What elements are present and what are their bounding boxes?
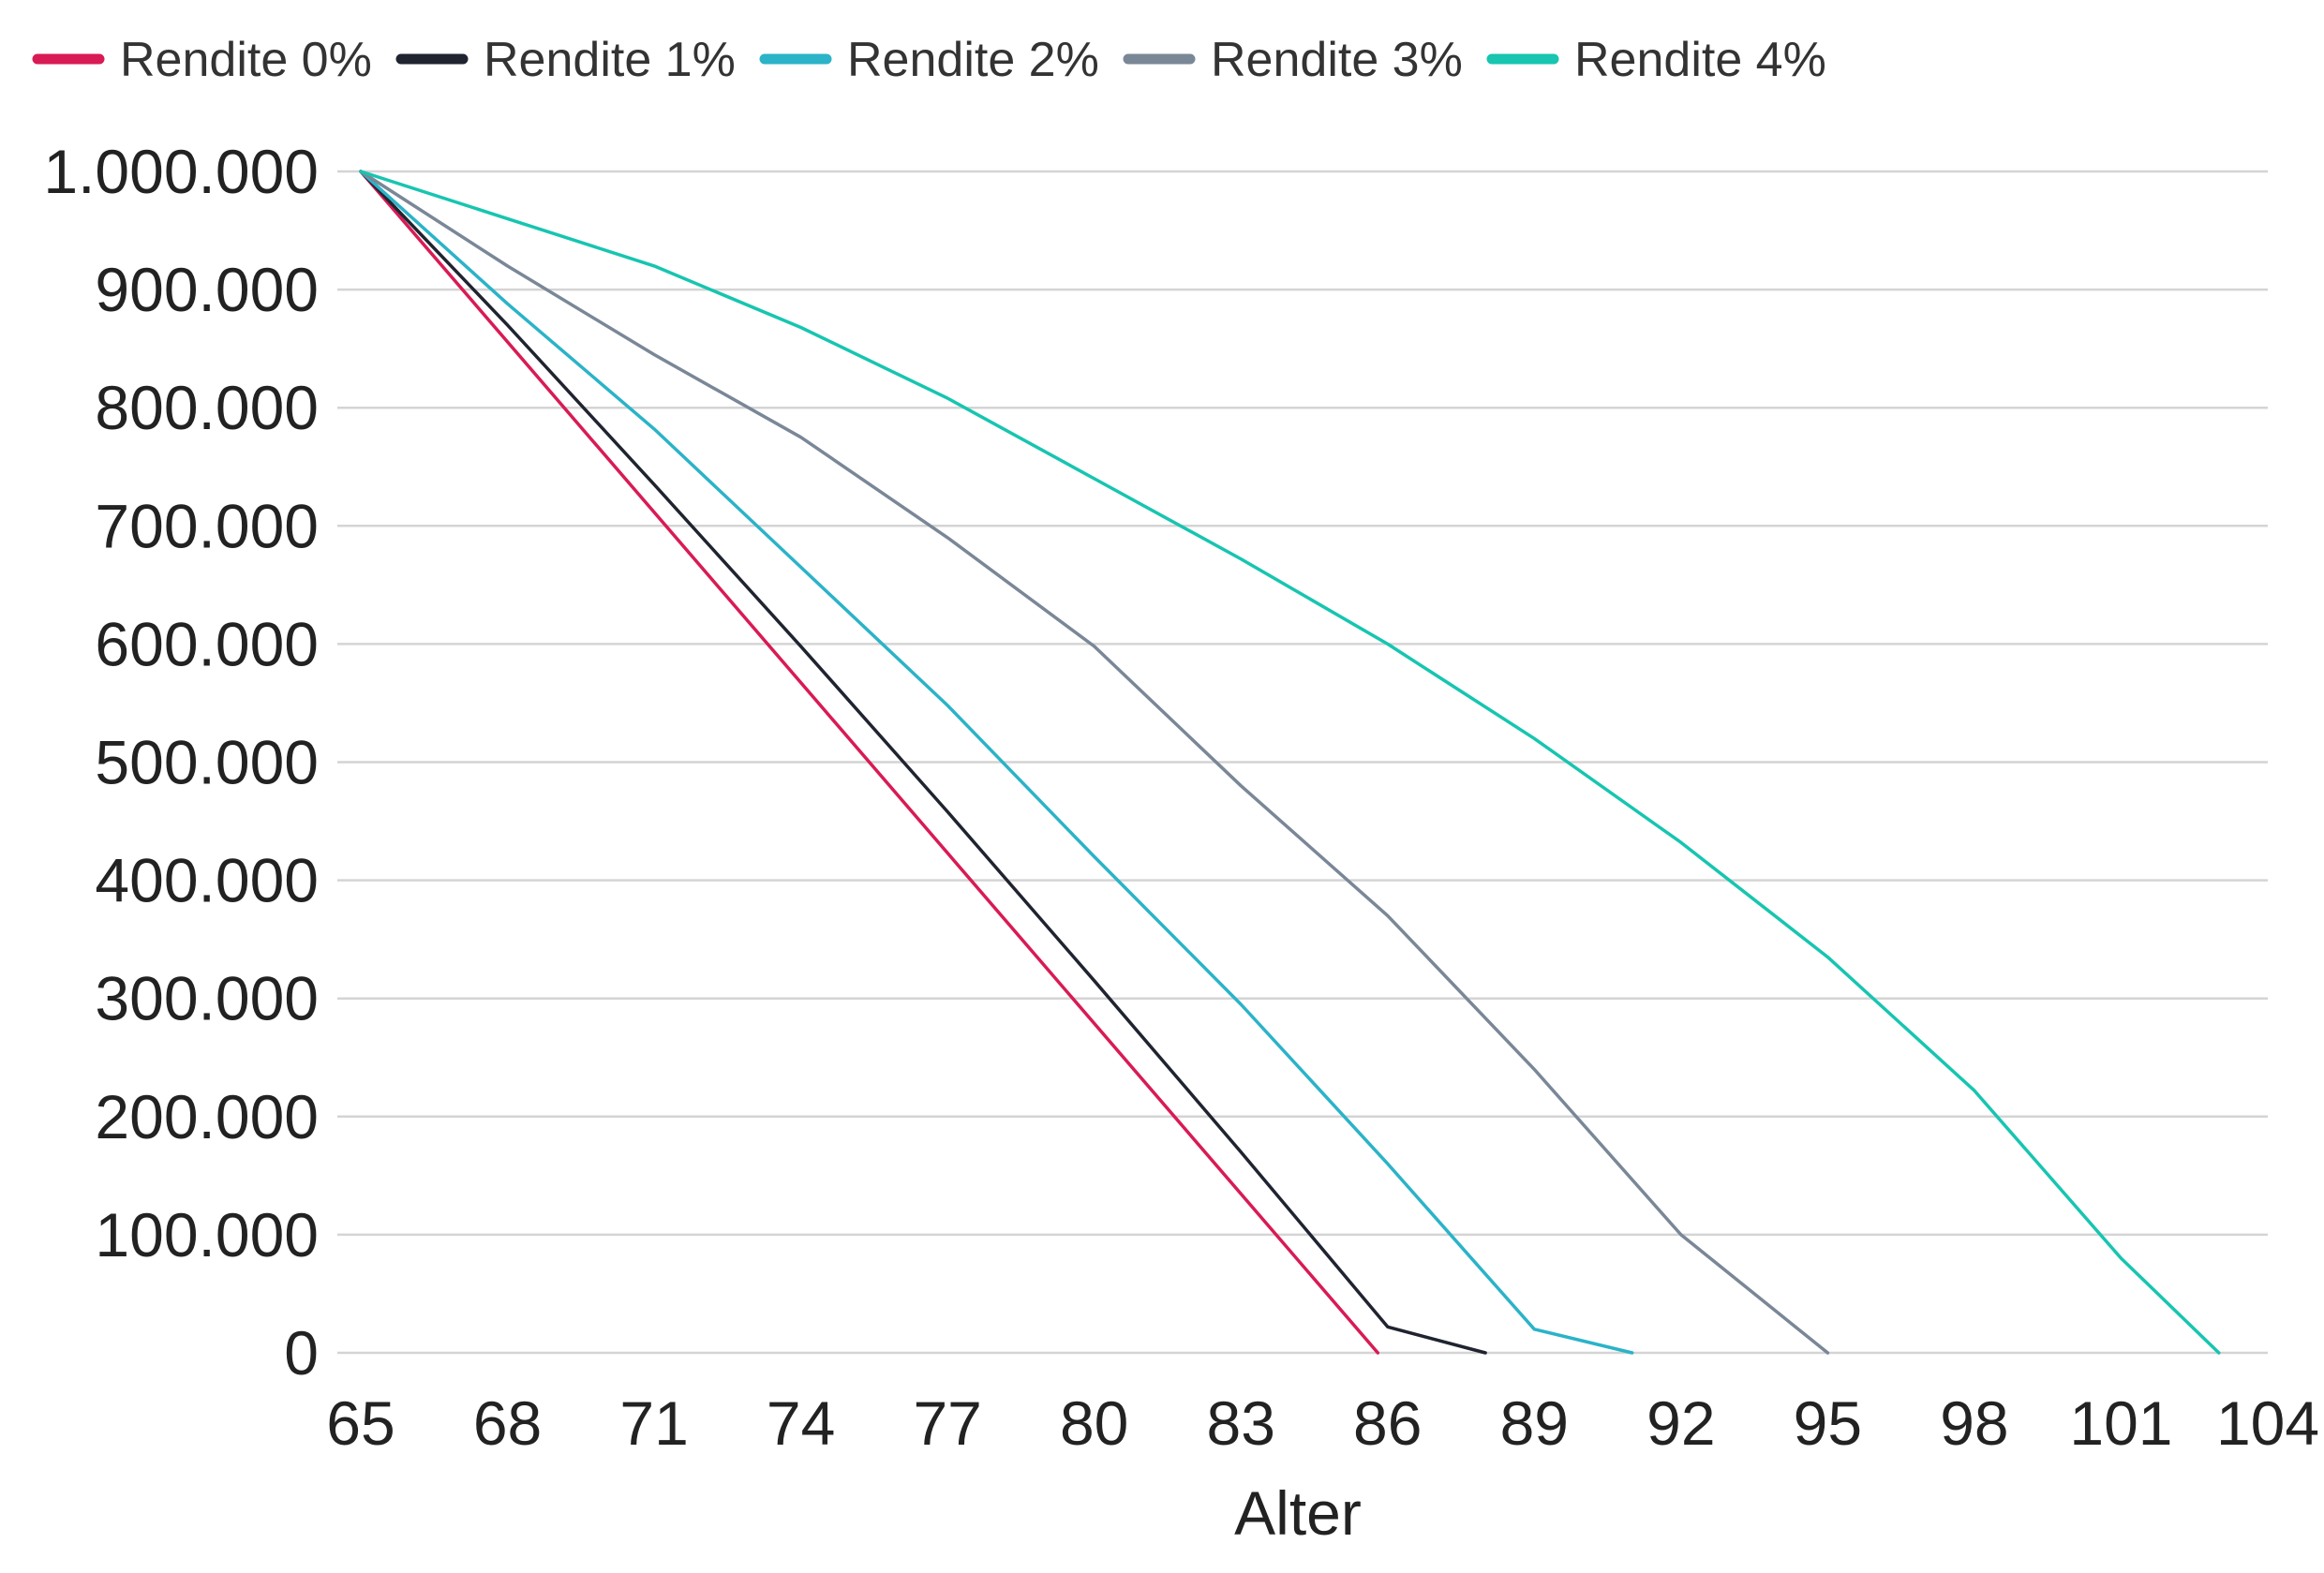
x-tick-label: 98: [1940, 1388, 2008, 1458]
y-tick-label: 100.000: [95, 1200, 319, 1269]
x-axis-title: Alter: [1234, 1478, 1362, 1548]
x-tick-label: 68: [473, 1388, 542, 1458]
y-tick-label: 700.000: [95, 491, 319, 560]
y-tick-label: 500.000: [95, 728, 319, 797]
legend: Rendite 0% Rendite 1% Rendite 2% Rendite 3%…: [32, 33, 1826, 87]
y-tick-label: 600.000: [95, 609, 319, 678]
x-tick-label: 77: [913, 1388, 981, 1458]
y-tick-label: 300.000: [95, 964, 319, 1033]
series-line-2: [359, 170, 1634, 1355]
legend-label: Rendite 4%: [1574, 33, 1826, 87]
x-tick-label: 83: [1207, 1388, 1275, 1458]
y-tick-label: 400.000: [95, 846, 319, 915]
axis-layer: 0 100.000 200.000 300.000 400.000 500.000 600.…: [43, 137, 2319, 1458]
y-tick-label: 0: [284, 1318, 319, 1388]
x-tick-label: 74: [767, 1388, 835, 1458]
x-tick-label: 86: [1353, 1388, 1422, 1458]
x-tick-label: 95: [1794, 1388, 1862, 1458]
x-tick-label: 65: [326, 1388, 395, 1458]
legend-label: Rendite 1%: [484, 33, 736, 87]
series-layer: [359, 170, 2221, 1355]
legend-label: Rendite 0%: [120, 33, 372, 87]
y-tick-label: 800.000: [95, 373, 319, 442]
x-tick-label: 80: [1060, 1388, 1128, 1458]
x-tick-label: 104: [2216, 1388, 2319, 1458]
series-line-3: [359, 170, 1830, 1355]
y-tick-label: 900.000: [95, 255, 319, 324]
legend-label: Rendite 3%: [1211, 33, 1463, 87]
grid-layer: [337, 170, 2268, 1355]
legend-label: Rendite 2%: [847, 33, 1099, 87]
series-line-4: [359, 170, 2221, 1355]
series-line-0: [359, 170, 1380, 1355]
x-tick-label: 101: [2069, 1388, 2172, 1458]
y-tick-label: 1.000.000: [43, 137, 319, 206]
y-tick-label: 200.000: [95, 1082, 319, 1151]
series-line-1: [359, 170, 1487, 1355]
x-tick-label: 89: [1500, 1388, 1569, 1458]
x-tick-label: 71: [619, 1388, 688, 1458]
x-tick-label: 92: [1646, 1388, 1715, 1458]
